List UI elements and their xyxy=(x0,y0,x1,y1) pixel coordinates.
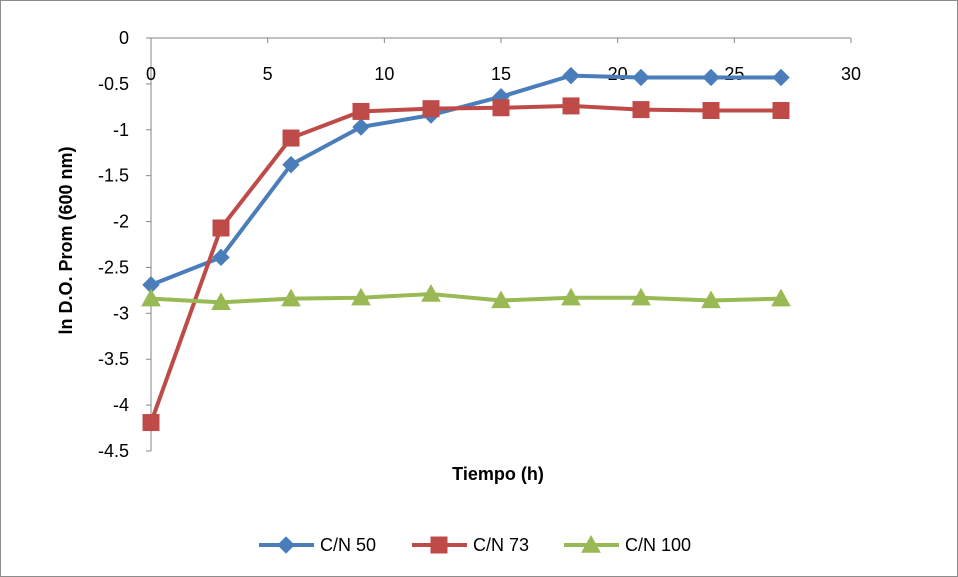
series-line xyxy=(149,73,783,287)
y-axis-title: ln D.O. Prom (600 nm) xyxy=(56,146,76,334)
data-point xyxy=(771,288,791,307)
y-tick-label: 0 xyxy=(119,28,129,48)
data-point xyxy=(772,102,790,120)
legend-marker xyxy=(581,534,601,553)
data-point xyxy=(702,102,720,120)
data-point xyxy=(562,97,580,115)
legend-item: C/N 73 xyxy=(412,535,529,555)
y-tick-label: -3.5 xyxy=(98,349,129,369)
y-tick-label: -3 xyxy=(113,303,129,323)
data-point xyxy=(282,155,300,174)
data-point xyxy=(211,292,231,311)
legend-label: C/N 50 xyxy=(320,535,376,555)
x-tick-label: 30 xyxy=(841,64,861,84)
data-point xyxy=(562,66,580,85)
data-point xyxy=(632,68,650,87)
data-point xyxy=(561,287,581,306)
legend-label: C/N 73 xyxy=(473,535,529,555)
data-point xyxy=(282,129,300,147)
series-c-n-50 xyxy=(142,66,790,294)
data-point xyxy=(632,101,650,119)
data-point xyxy=(492,99,510,117)
data-point xyxy=(702,68,720,87)
data-point xyxy=(142,414,160,432)
x-tick-label: 20 xyxy=(608,64,628,84)
y-tick-label: -2.5 xyxy=(98,257,129,277)
data-point xyxy=(212,219,230,237)
y-tick-label: -1.5 xyxy=(98,166,129,186)
data-point xyxy=(141,288,161,307)
data-point xyxy=(421,284,441,302)
legend-label: C/N 100 xyxy=(625,535,691,555)
data-point xyxy=(352,102,370,120)
legend-marker xyxy=(277,536,295,554)
data-point xyxy=(491,290,511,309)
data-point xyxy=(701,290,721,309)
x-tick-label: 25 xyxy=(724,64,744,84)
x-tick-label: 0 xyxy=(146,64,156,84)
series-line xyxy=(149,103,783,425)
series-c-n-73 xyxy=(142,97,790,432)
data-point xyxy=(631,287,651,306)
data-point xyxy=(352,118,370,136)
data-point xyxy=(422,100,440,118)
y-tick-label: -0.5 xyxy=(98,74,129,94)
x-tick-label: 10 xyxy=(374,64,394,84)
y-tick-label: -1 xyxy=(113,120,129,140)
data-point xyxy=(772,68,790,87)
x-tick-label: 5 xyxy=(263,64,273,84)
series-c-n-100 xyxy=(141,284,791,311)
y-tick-label: -4.5 xyxy=(98,441,129,461)
legend-marker xyxy=(430,536,448,554)
x-tick-label: 15 xyxy=(491,64,511,84)
legend-item: C/N 100 xyxy=(564,534,691,555)
y-tick-label: -2 xyxy=(113,212,129,232)
x-axis-title: Tiempo (h) xyxy=(452,464,544,484)
data-point xyxy=(281,288,301,307)
legend-item: C/N 50 xyxy=(259,535,376,555)
data-point xyxy=(351,287,371,306)
y-tick-label: -4 xyxy=(113,395,129,415)
data-point xyxy=(212,248,230,267)
series-line xyxy=(149,292,783,305)
